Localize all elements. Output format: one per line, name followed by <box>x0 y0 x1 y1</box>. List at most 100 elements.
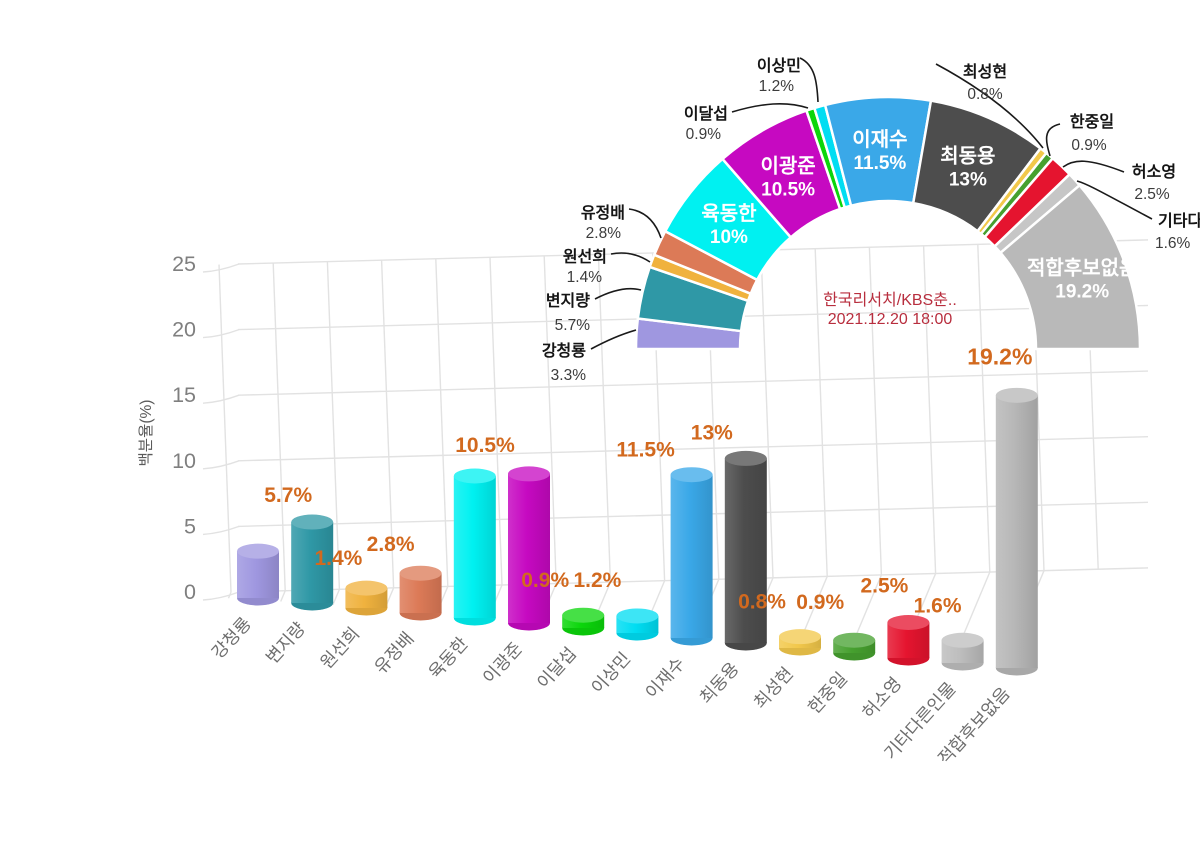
donut-callout-label-value: 3.3% <box>551 367 587 384</box>
bar-cylinder-허소영[interactable] <box>887 615 930 666</box>
bar-cylinder-변지량[interactable] <box>291 514 334 611</box>
bar-cylinder-최동용[interactable] <box>724 450 767 651</box>
bar-value-label: 0.8% <box>738 591 786 614</box>
grid-line-vertical <box>218 264 232 593</box>
donut-label-leader-line <box>731 103 809 113</box>
grid-line-vertical <box>922 245 937 574</box>
bar-value-label: 19.2% <box>967 343 1032 369</box>
grid-line-vertical <box>597 254 612 583</box>
bar-cylinder-이광준[interactable] <box>508 466 550 631</box>
donut-label-leader-line <box>799 57 819 103</box>
donut-inside-label-value: 10% <box>710 227 748 248</box>
bar-value-label: 0.9% <box>796 591 844 614</box>
donut-callout-label-value: 2.5% <box>1134 186 1170 203</box>
source-note-line1: 한국리서치/KBS춘.. <box>823 291 957 309</box>
bar-value-label: 10.5% <box>455 434 515 457</box>
donut-callout-label-name: 기타다른인물 <box>1158 212 1200 230</box>
x-axis-label: 이달섭 <box>533 643 580 692</box>
x-axis-label: 허소영 <box>858 673 905 722</box>
donut-inside-label-name: 최동용 <box>940 145 995 168</box>
y-axis-tick-label: 5 <box>184 514 196 538</box>
donut-inside-label-name: 이광준 <box>761 155 816 178</box>
grid-line-vertical <box>380 260 395 588</box>
donut-callout-label-name: 유정배 <box>581 204 625 222</box>
bar-value-label: 2.8% <box>367 533 415 556</box>
grid-line-floor <box>280 590 286 602</box>
grid-line-vertical <box>326 261 341 590</box>
bar-value-label: 11.5% <box>616 439 675 462</box>
y-axis-tick <box>202 394 240 404</box>
donut-callout-label-value: 0.9% <box>686 126 722 143</box>
x-axis-label: 원선희 <box>316 623 363 672</box>
bar-cylinder-적합후보없음[interactable] <box>995 387 1038 676</box>
grid-line-vertical <box>814 248 828 577</box>
donut-slice-적합후보없음[interactable] <box>999 184 1142 351</box>
donut-callout-label-value: 1.6% <box>1155 235 1191 252</box>
grid-line-horizontal <box>237 370 1149 396</box>
donut-callout-label-name: 이상민 <box>757 57 801 75</box>
grid-line-vertical <box>977 244 991 573</box>
bar-cylinder-한중일[interactable] <box>833 632 876 661</box>
y-axis-tick <box>202 328 240 339</box>
grid-line-vertical <box>435 258 449 587</box>
grid-line-floor <box>958 571 991 645</box>
grid-line-floor <box>854 574 883 638</box>
bar-value-label: 1.4% <box>314 547 362 570</box>
donut-callout-label-value: 5.7% <box>555 317 591 334</box>
donut-label-leader-line <box>1076 180 1153 220</box>
y-axis-tick-label: 0 <box>184 580 196 604</box>
donut-center-annotation: 한국리서치/KBS춘.. 2021.12.20 18:00 <box>823 291 957 328</box>
bar-cylinder-이달섭[interactable] <box>562 607 605 636</box>
x-axis-label: 강청룡 <box>208 613 255 662</box>
bar-cylinder-이재수[interactable] <box>670 467 713 646</box>
donut-inside-label-value: 11.5% <box>853 153 906 174</box>
bar-value-label: 5.7% <box>264 484 312 507</box>
x-axis-label: 유정배 <box>370 628 417 677</box>
grid-line-floor <box>802 576 828 635</box>
grid-line-vertical <box>760 250 774 578</box>
y-axis-tick <box>202 525 240 536</box>
source-note-line2: 2021.12.20 18:00 <box>828 311 953 328</box>
y-axis: 백분율(%) 0 5 10 15 20 25 <box>137 252 240 604</box>
donut-inside-label-value: 13% <box>949 170 987 191</box>
donut-inside-label-name: 적합후보없음 <box>1027 256 1137 279</box>
bar-value-label: 2.5% <box>860 575 908 598</box>
donut-label-leader-line <box>594 287 642 300</box>
bar-cylinder-원선희[interactable] <box>345 580 388 616</box>
grid-line-vertical <box>868 247 883 576</box>
bar-cylinder-이상민[interactable] <box>616 608 659 641</box>
bar-cylinder-기타다른인물[interactable] <box>941 632 984 671</box>
bar-value-label: 1.6% <box>914 594 962 617</box>
y-axis-tick-label: 10 <box>172 449 196 473</box>
bar-cylinder-육동한[interactable] <box>453 468 496 626</box>
donut-inside-label-value: 19.2% <box>1055 281 1109 302</box>
donut-callout-label-name: 한중일 <box>1070 112 1114 131</box>
donut-inside-label-name: 이재수 <box>852 128 907 151</box>
x-axis-label: 육동한 <box>425 633 472 682</box>
x-axis-label: 한중일 <box>804 668 851 717</box>
x-axis-label: 이광준 <box>479 638 526 687</box>
y-axis-title: 백분율(%) <box>137 400 155 467</box>
bar-cylinder-유정배[interactable] <box>399 565 442 621</box>
donut-callout-label-value: 0.8% <box>967 86 1003 103</box>
bar-value-label: 0.9% <box>521 569 569 592</box>
x-axis-label: 변지량 <box>262 618 309 667</box>
donut-label-leader-line <box>1062 160 1125 173</box>
y-axis-tick <box>202 460 240 470</box>
donut-label-leader-line <box>935 63 1044 149</box>
grid-line-vertical <box>272 263 286 591</box>
grid-line-vertical <box>489 257 503 586</box>
donut-callout-label-name: 이달섭 <box>684 104 728 123</box>
y-axis-tick-label: 20 <box>172 318 196 342</box>
grid-line-vertical <box>543 255 557 584</box>
donut-label-leader-line <box>610 252 651 263</box>
bar-cylinder-강청룡[interactable] <box>237 543 279 606</box>
donut-callout-label-name: 변지량 <box>546 291 590 310</box>
donut-callout-label-value: 1.4% <box>567 269 603 286</box>
donut-callout-label-value: 2.8% <box>586 225 622 242</box>
x-axis-label: 이상민 <box>587 648 634 697</box>
bar-cylinder-최성현[interactable] <box>779 629 821 656</box>
